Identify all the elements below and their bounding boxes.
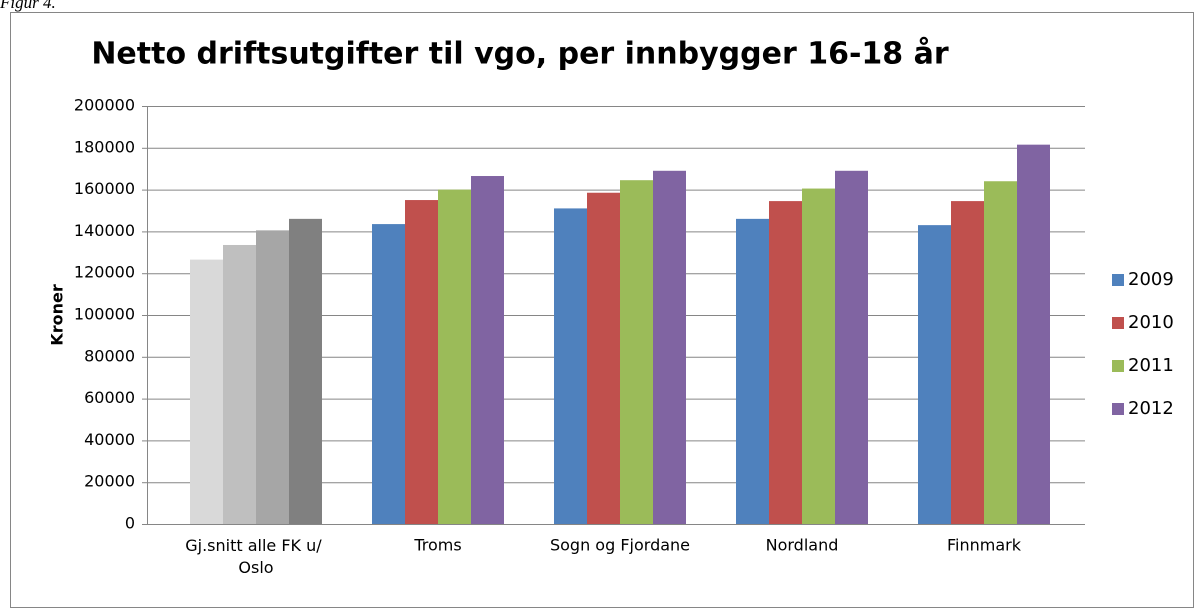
x-tick-label: Gj.snitt alle FK u/ Oslo <box>185 536 327 577</box>
y-tick-label: 40000 <box>84 430 135 449</box>
y-tick-label: 180000 <box>74 137 135 156</box>
y-axis-label: Kroner <box>48 284 67 346</box>
bar <box>653 170 686 525</box>
legend-label: 2010 <box>1128 312 1174 333</box>
bar <box>256 230 289 525</box>
bar <box>405 200 438 525</box>
bar <box>554 208 587 524</box>
bar <box>190 259 223 524</box>
bar <box>223 244 256 525</box>
bar <box>736 218 769 525</box>
legend-swatch <box>1112 360 1124 372</box>
y-tick-label: 140000 <box>74 221 135 240</box>
legend-swatch <box>1112 274 1124 286</box>
x-tick-label: Nordland <box>766 536 839 555</box>
bar <box>951 201 984 524</box>
legend-swatch <box>1112 403 1124 415</box>
bar <box>918 225 951 524</box>
bar <box>769 201 802 524</box>
chart-border <box>10 12 1194 608</box>
y-tick-label: 0 <box>125 514 135 533</box>
bar <box>1017 144 1050 525</box>
bar <box>835 170 868 525</box>
bar <box>471 176 504 524</box>
y-tick-label: 20000 <box>84 472 135 491</box>
y-tick-label: 60000 <box>84 388 135 407</box>
caption: Figur 4. <box>0 0 56 12</box>
bar <box>620 180 653 524</box>
bar <box>802 188 835 524</box>
y-tick-label: 120000 <box>74 263 135 282</box>
x-tick-label: Sogn og Fjordane <box>550 536 690 555</box>
y-tick-label: 200000 <box>74 96 135 115</box>
x-tick-label: Finnmark <box>947 536 1022 555</box>
legend-label: 2009 <box>1128 269 1174 290</box>
legend-label: 2011 <box>1128 355 1174 376</box>
y-tick-label: 100000 <box>74 305 135 324</box>
bar <box>438 189 471 524</box>
bar <box>289 218 322 525</box>
x-tick-label: Troms <box>413 536 461 555</box>
y-tick-label: 80000 <box>84 346 135 365</box>
bar <box>587 192 620 525</box>
bar <box>372 224 405 524</box>
bar <box>984 181 1017 525</box>
legend-swatch <box>1112 317 1124 329</box>
legend-label: 2012 <box>1128 398 1174 419</box>
chart-title: Netto driftsutgifter til vgo, per innbyg… <box>91 36 949 72</box>
y-tick-label: 160000 <box>74 179 135 198</box>
